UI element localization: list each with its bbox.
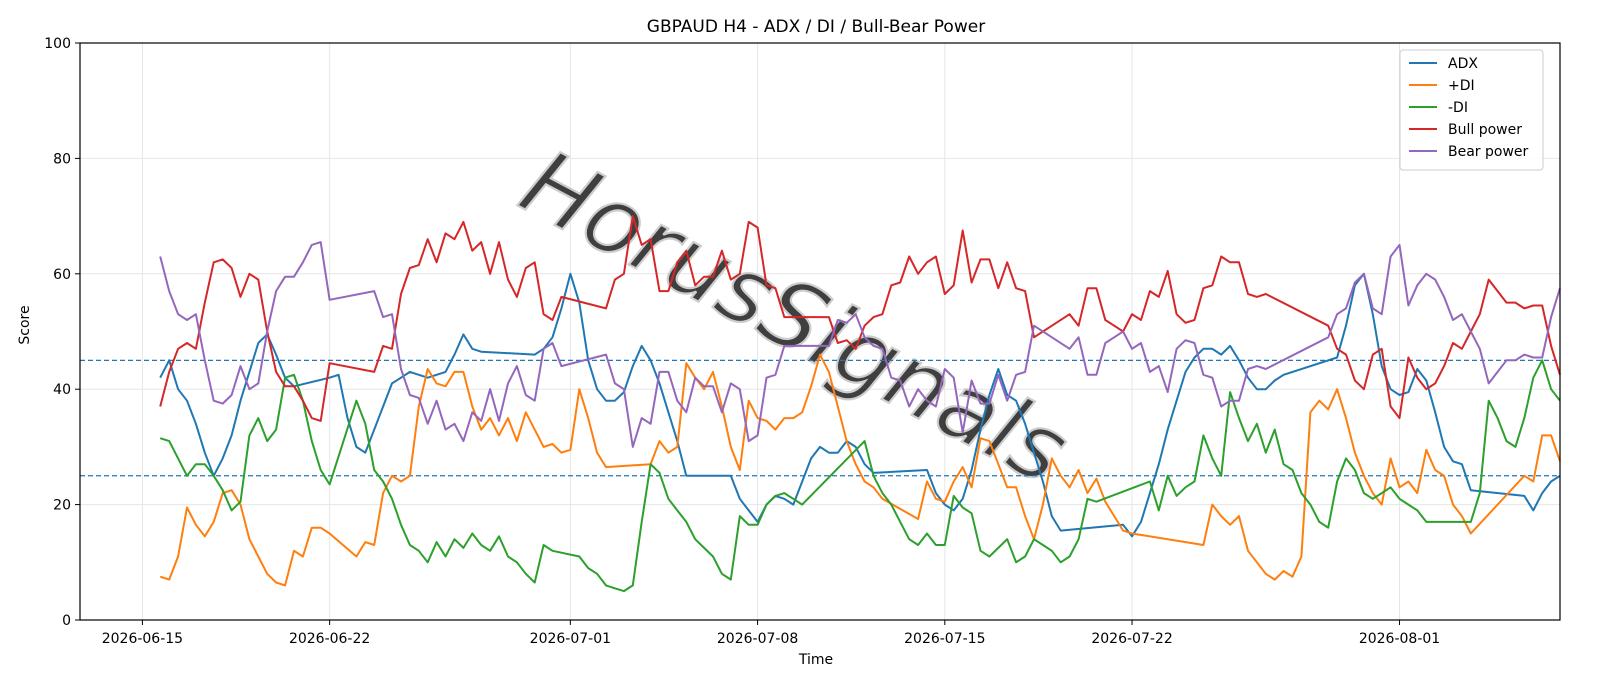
x-tick-label: 2026-08-01: [1359, 631, 1440, 647]
chart-title: GBPAUD H4 - ADX / DI / Bull-Bear Power: [647, 17, 985, 37]
reference-lines: [80, 359, 1560, 477]
series-line-bear-power: [159, 241, 1561, 448]
series-line-bull-power: [159, 215, 1561, 422]
series-line-adx: [159, 272, 1561, 538]
x-tick-label: 2026-07-08: [717, 631, 798, 647]
x-ticks: 2026-06-15 2026-06-22 2026-07-01 2026-07-08…: [102, 620, 1440, 647]
legend-entry: -DI: [1448, 100, 1468, 116]
series-line-di: [159, 359, 1561, 593]
y-tick-label: 20: [53, 498, 71, 514]
legend-box: [1399, 49, 1544, 171]
y-tick-label: 100: [44, 36, 71, 52]
legend-entry: Bear power: [1448, 144, 1529, 160]
x-tick-label: 2026-07-15: [904, 631, 985, 647]
legend-entry: ADX: [1448, 56, 1478, 72]
y-tick-label: 60: [53, 267, 71, 283]
legend-entry: Bull power: [1448, 122, 1522, 138]
y-ticks: 0 20 40 60 80 100: [44, 36, 80, 629]
x-tick-label: 2026-06-15: [102, 631, 183, 647]
y-tick-label: 80: [53, 151, 71, 167]
x-tick-label: 2026-07-22: [1091, 631, 1172, 647]
y-tick-label: 40: [53, 382, 71, 398]
x-tick-label: 2026-06-22: [289, 631, 370, 647]
plot-frame: [79, 42, 1561, 621]
y-axis-label: Score: [17, 305, 33, 344]
x-axis-label: Time: [798, 652, 833, 668]
series-line-di: [159, 353, 1561, 587]
y-tick-label: 0: [62, 613, 71, 629]
x-tick-label: 2026-07-01: [530, 631, 611, 647]
legend-entry: +DI: [1448, 78, 1475, 94]
legend: ADX +DI -DI Bull power Bear power: [1399, 49, 1544, 171]
series-layer: [159, 215, 1561, 593]
